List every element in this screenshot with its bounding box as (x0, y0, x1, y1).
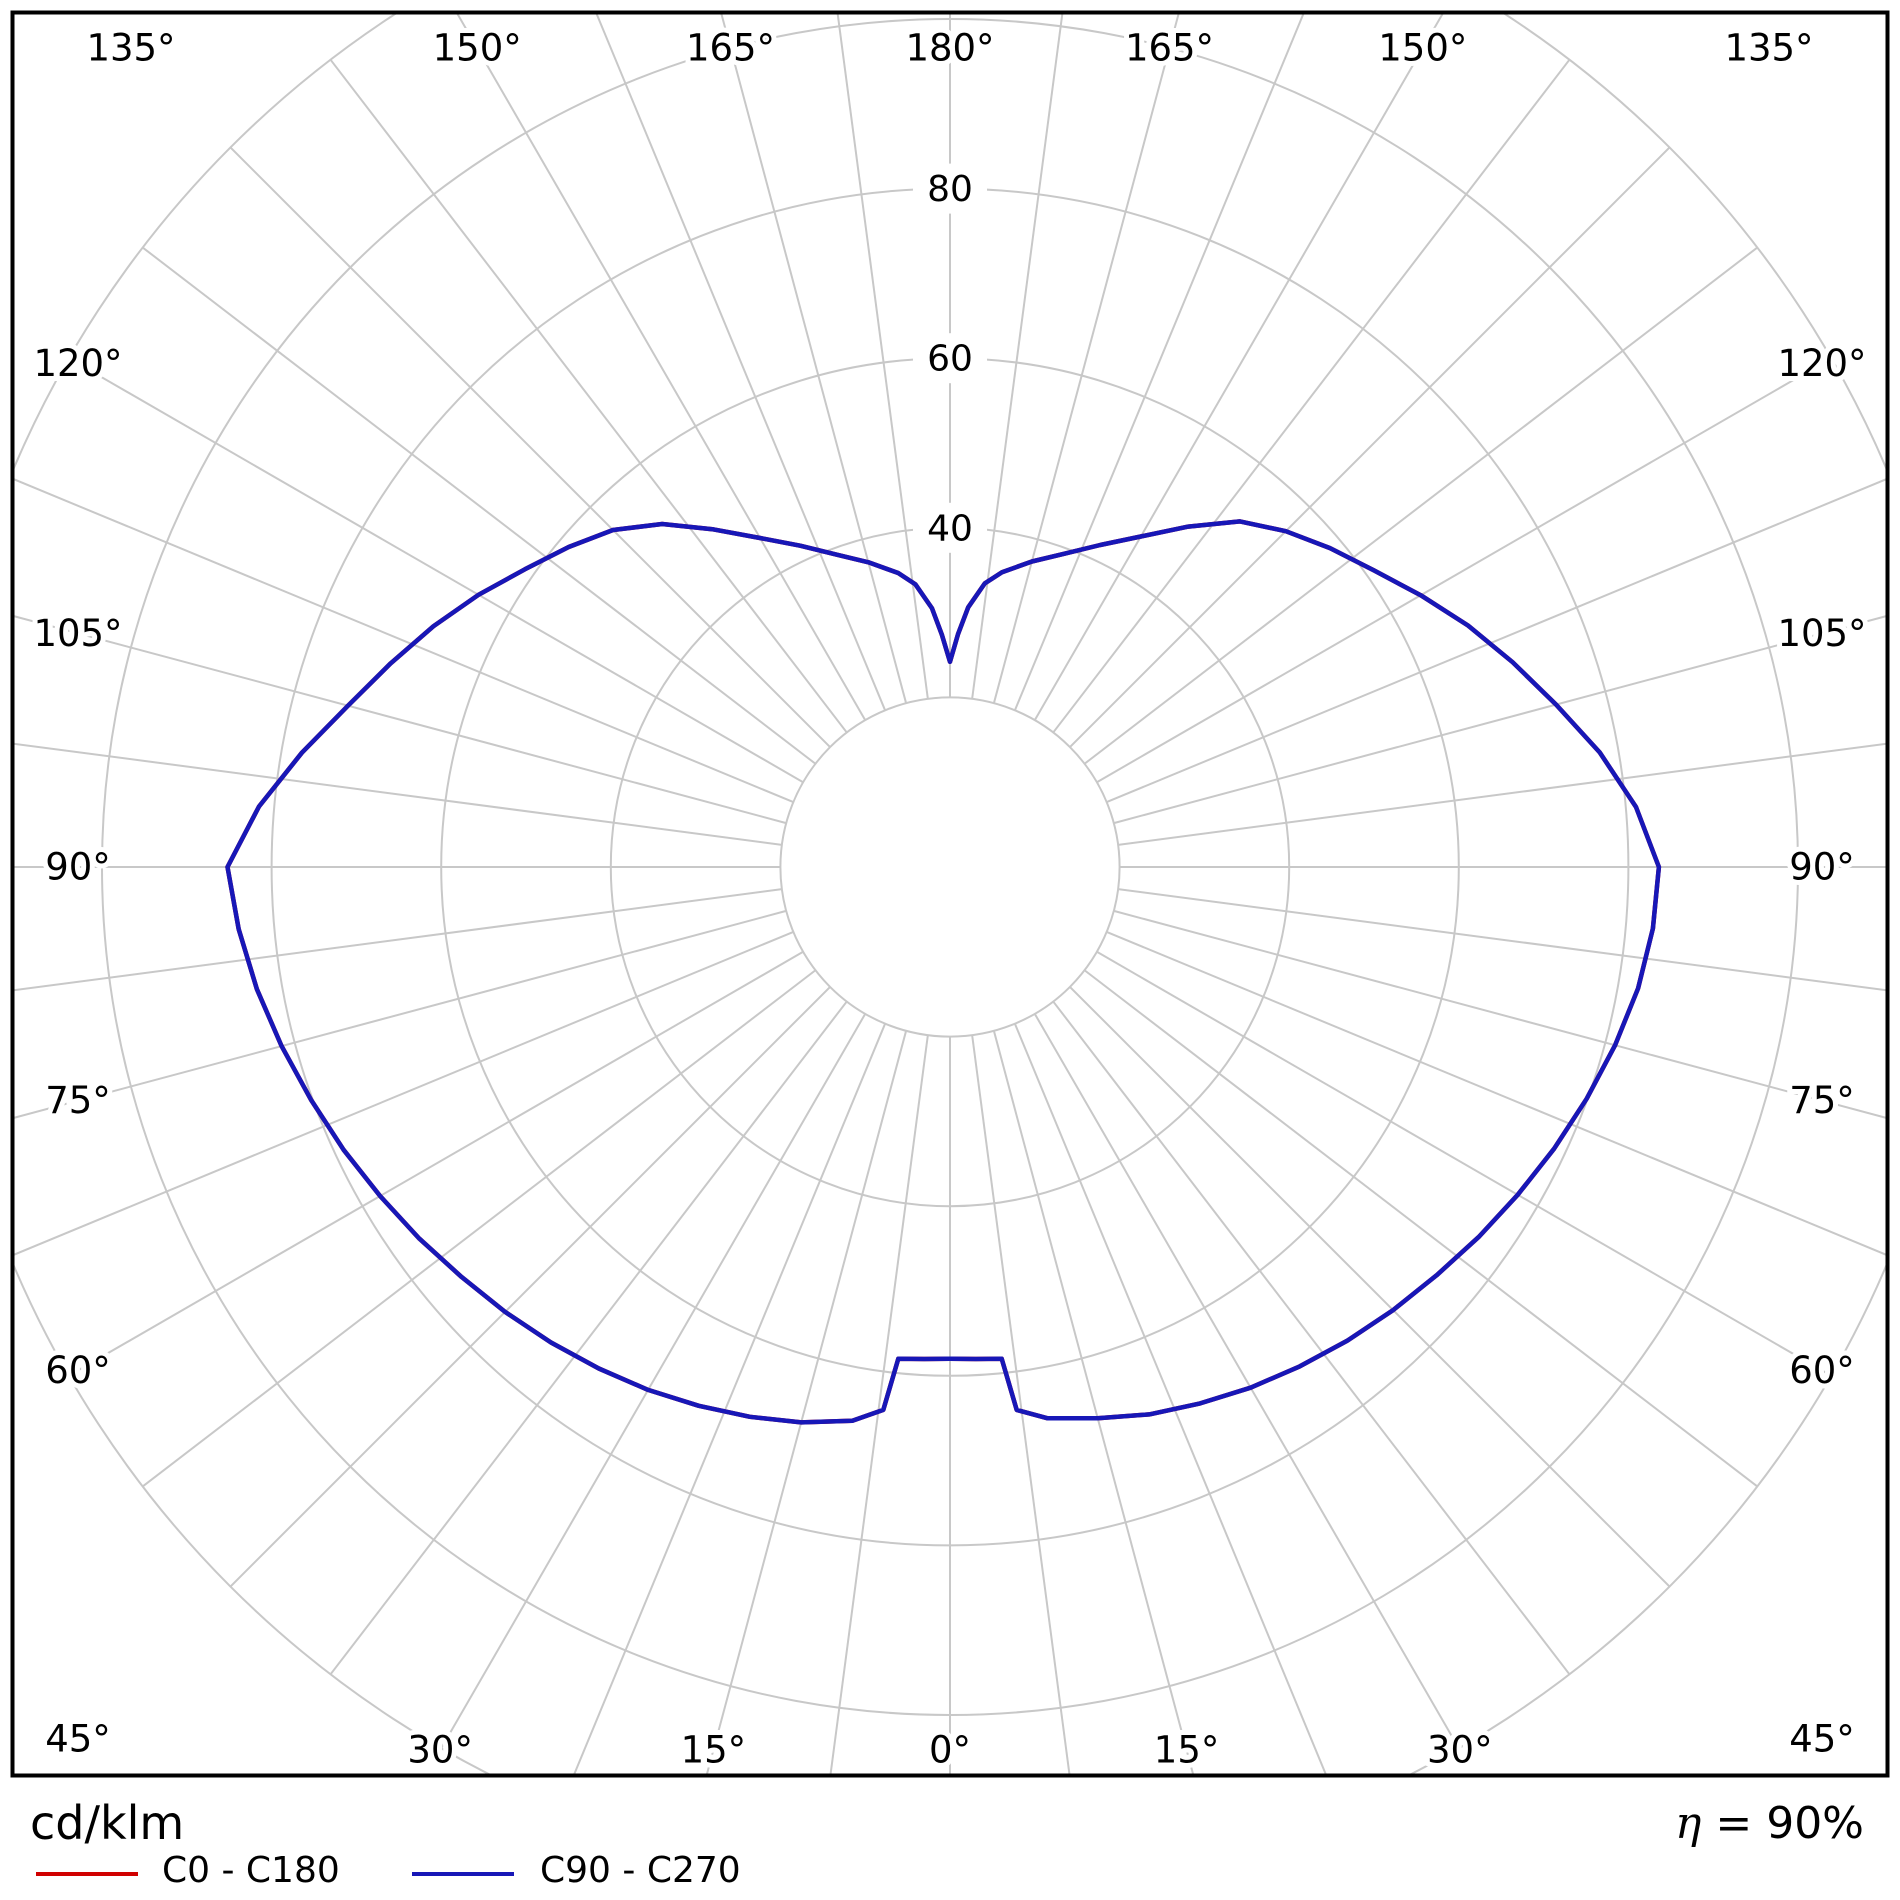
grid-radial-line (1106, 930, 1886, 1256)
angle-label: 165° (1125, 27, 1214, 70)
tick-label-bg (913, 502, 987, 553)
plot-border (10, 10, 1890, 1778)
grid-radial-line (14, 742, 782, 846)
grid-radial-line (229, 146, 831, 748)
grid-radial-line (14, 888, 782, 992)
angle-label: 165° (686, 27, 775, 70)
angle-label: 105° (33, 612, 122, 655)
grid-radial-line (229, 986, 831, 1588)
grid-radial-line (1052, 1000, 1571, 1675)
grid-radial-line (836, 14, 929, 699)
angle-label: 150° (433, 27, 522, 70)
grid-radial-line (68, 950, 804, 1377)
grid-radial-line (142, 246, 817, 765)
grid-radial-line (1052, 59, 1571, 734)
grid-radial-line (992, 1030, 1194, 1774)
eta-symbol: η (1674, 1798, 1702, 1849)
axis-labels: 40 60 80 0° 15° 15° 30° 30° 45° 45° 60° 60° 75° 75° 90… (28, 22, 1871, 1777)
angle-label: 120° (1777, 342, 1866, 385)
angle-label: 60° (1789, 1349, 1855, 1392)
angle-label: 150° (1378, 27, 1467, 70)
grid-radial-line (1113, 909, 1886, 1119)
grid-radial-line (1069, 986, 1671, 1588)
angle-label: 105° (1777, 612, 1866, 655)
grid-radial-line (706, 1030, 908, 1774)
legend-label-c0-c180: C0 - C180 (162, 1850, 340, 1891)
grid-radial-line (1033, 14, 1444, 721)
grid-radial-line (1069, 146, 1671, 748)
grid-radial-line (142, 969, 817, 1488)
angle-label: 45° (45, 1718, 111, 1761)
grid-radial-line (1013, 14, 1305, 711)
angle-label: 30° (407, 1729, 473, 1772)
grid-radial-line (1033, 1013, 1460, 1749)
tick-label-bg (913, 163, 987, 214)
grid-radial-line (329, 59, 848, 734)
grid-radial-line (1096, 357, 1832, 784)
angle-label: 15° (1154, 1729, 1220, 1772)
grid-circle (779, 696, 1121, 1038)
angle-label: 45° (1789, 1718, 1855, 1761)
tick-label-bg (913, 333, 987, 384)
grid-radial-line (573, 1023, 887, 1774)
grid-radial-line (595, 14, 887, 711)
grid-radial-line (14, 909, 787, 1119)
angle-label: 30° (1427, 1729, 1493, 1772)
intensity-curve-1 (225, 519, 1662, 1425)
grid-radial-line (1013, 1023, 1327, 1774)
grid-radial-line (1096, 950, 1832, 1377)
grid-radial-line (1106, 478, 1886, 804)
grid-radial-line (329, 1000, 848, 1675)
grid-radial-line (1083, 246, 1758, 765)
angle-label: 0° (929, 1729, 971, 1772)
grid-radial-line (829, 1035, 929, 1774)
angle-label: 75° (1789, 1079, 1855, 1122)
efficiency-label: η = 90% (1675, 1798, 1864, 1849)
tick-label: 40 (927, 508, 973, 549)
angle-label: 90° (1789, 846, 1855, 889)
angle-label: 180° (905, 27, 994, 70)
grid-radial-line (971, 1035, 1071, 1774)
angle-label: 60° (45, 1349, 111, 1392)
grid-radial-line (992, 14, 1180, 704)
grid-radial-line (720, 14, 908, 704)
grid-radial-line (1118, 888, 1886, 992)
grid-radial-line (456, 14, 867, 721)
legend-swatch-c0-c180 (36, 1872, 138, 1876)
legend-swatch-c90-c270 (412, 1872, 514, 1876)
angle-label: 15° (681, 1729, 747, 1772)
grid-radial-line (14, 478, 794, 804)
angle-label: 135° (1724, 27, 1813, 70)
grid-radial-line (68, 357, 804, 784)
tick-label: 80 (927, 169, 973, 210)
grid-radial-line (971, 14, 1064, 699)
chart-footer: cd/klm η = 90% C0 - C180 C90 - C270 (0, 1776, 1900, 1900)
grid-radial-line (1113, 615, 1886, 825)
angle-label: 120° (33, 342, 122, 385)
grid-radial-line (14, 930, 794, 1256)
grid-radial-line (14, 615, 787, 825)
tick-label: 60 (927, 339, 973, 380)
grid-radial-line (1083, 969, 1758, 1488)
angle-label: 135° (86, 27, 175, 70)
efficiency-value: = 90% (1715, 1798, 1864, 1849)
angle-label: 75° (45, 1079, 111, 1122)
grid-radial-line (1118, 742, 1886, 846)
legend-label-c90-c270: C90 - C270 (540, 1850, 741, 1891)
grid-radial-line (440, 1013, 867, 1749)
angle-label: 90° (45, 846, 111, 889)
unit-label: cd/klm (30, 1796, 185, 1850)
